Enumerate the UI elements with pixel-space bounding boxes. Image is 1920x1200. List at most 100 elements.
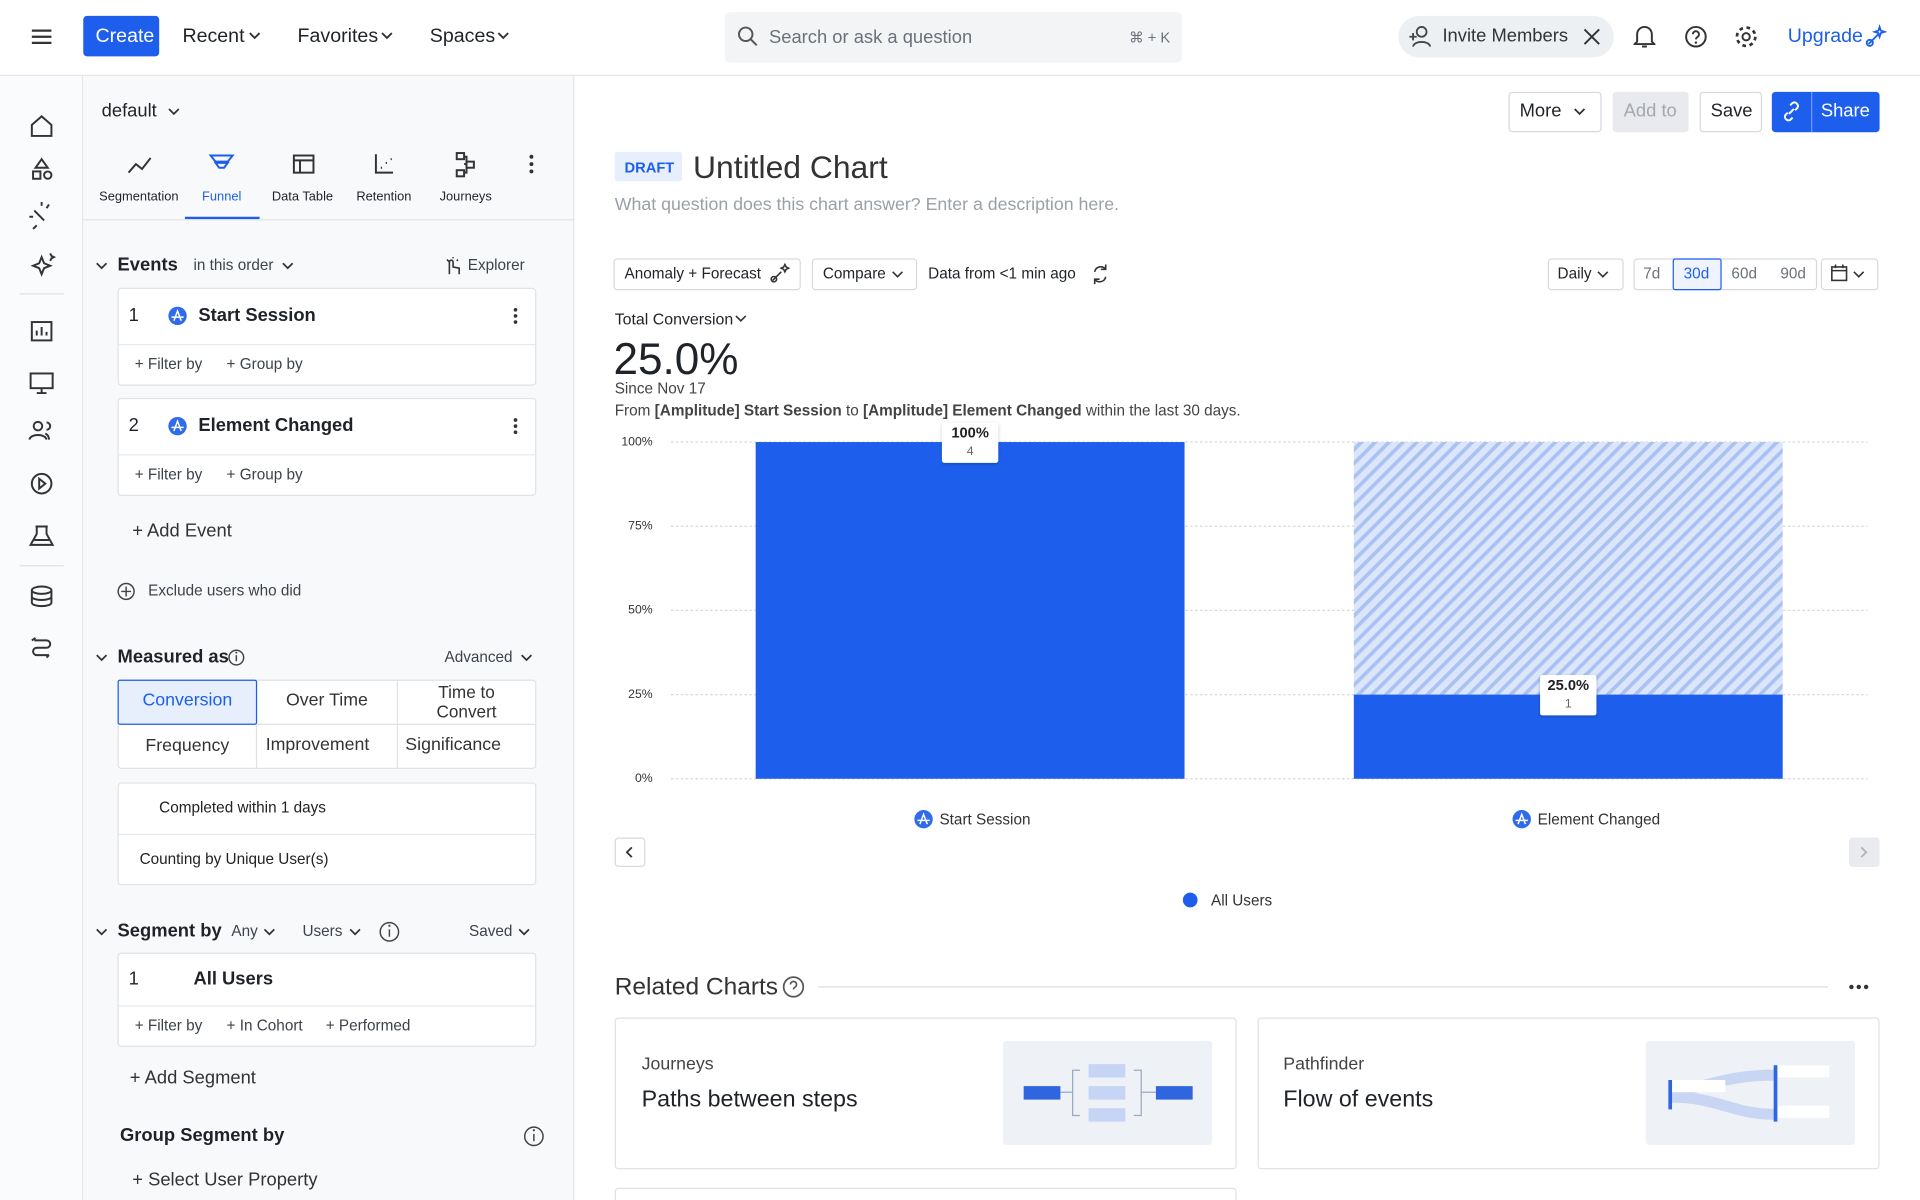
decor xyxy=(28,115,57,659)
add-to-button[interactable] xyxy=(1612,91,1689,133)
decor xyxy=(529,169,534,174)
decor xyxy=(1574,108,1586,116)
menu-icon[interactable] xyxy=(29,24,53,48)
prev-button[interactable] xyxy=(614,837,646,867)
menu-favorites[interactable]: Favorites xyxy=(297,26,379,48)
decor xyxy=(1856,984,1861,990)
decor xyxy=(513,307,518,312)
card-title: Flow of events xyxy=(1283,1086,1434,1113)
event-index: 1 xyxy=(128,304,139,326)
explorer-icon xyxy=(446,257,460,275)
segment-any[interactable]: Any xyxy=(231,922,258,940)
event-name[interactable]: Element Changed xyxy=(198,415,354,436)
decor xyxy=(292,154,315,174)
event-ref: [Amplitude] Element Changed xyxy=(863,402,1082,420)
decor xyxy=(96,262,294,270)
segment-filter[interactable]: + Filter by xyxy=(134,1016,203,1035)
add-segment[interactable]: + Add Segment xyxy=(129,1067,256,1089)
segment-performed[interactable]: + Performed xyxy=(325,1016,411,1035)
option-significance[interactable]: Significance xyxy=(405,735,502,755)
decor xyxy=(249,32,509,40)
rail-icons[interactable] xyxy=(0,76,83,688)
event-filter[interactable]: + Filter by xyxy=(134,465,203,484)
event-card xyxy=(117,397,537,496)
event-filter[interactable]: + Filter by xyxy=(134,355,203,373)
invite-close[interactable] xyxy=(1583,28,1600,45)
range-option[interactable]: 30d xyxy=(1683,265,1710,283)
events-heading: Events xyxy=(117,254,178,276)
search-box[interactable] xyxy=(724,12,1182,63)
decor xyxy=(1863,984,1869,990)
explorer-button[interactable]: Explorer xyxy=(467,256,525,274)
option-improvement[interactable]: Improvement xyxy=(265,735,370,755)
range-option[interactable]: 60d xyxy=(1731,265,1757,283)
segment-name[interactable]: All Users xyxy=(193,968,274,990)
range-option[interactable]: 7d xyxy=(1643,265,1661,283)
tab-data-table[interactable]: Data Table xyxy=(271,189,334,205)
decor xyxy=(228,649,245,666)
option-time-to-convert[interactable]: Time to Convert xyxy=(436,682,497,722)
exclude-users[interactable]: Exclude users who did xyxy=(148,582,302,600)
decor xyxy=(1415,26,1428,38)
next-button[interactable] xyxy=(1848,837,1880,867)
decor xyxy=(1409,33,1432,47)
decor xyxy=(31,29,52,44)
decor xyxy=(1060,1069,1156,1117)
decor xyxy=(532,1129,535,1132)
event-group[interactable]: + Group by xyxy=(226,355,303,373)
decor xyxy=(1783,101,1799,122)
events-order[interactable]: in this order xyxy=(193,256,274,274)
menu-recent[interactable]: Recent xyxy=(182,26,245,48)
chart-description[interactable]: What question does this chart answer? En… xyxy=(614,195,1120,215)
grid-line xyxy=(396,679,398,769)
more-button[interactable] xyxy=(1508,91,1602,133)
invite-label: Invite Members xyxy=(1442,25,1569,47)
range-option[interactable]: 90d xyxy=(1780,265,1806,283)
grid-line xyxy=(117,723,537,725)
save-button[interactable] xyxy=(1699,91,1763,133)
upgrade-link[interactable]: Upgrade xyxy=(1787,26,1863,48)
link-icon xyxy=(1783,101,1799,122)
tab-funnel[interactable]: Funnel xyxy=(202,189,242,205)
invite-pill[interactable] xyxy=(1398,15,1614,58)
decor xyxy=(32,420,44,432)
card-kind: Journeys xyxy=(641,1054,714,1075)
counting-by[interactable]: Counting by Unique User(s) xyxy=(139,850,329,868)
metric-selector[interactable]: Total Conversion xyxy=(614,310,734,329)
chart-title[interactable]: Untitled Chart xyxy=(693,148,888,186)
decor xyxy=(735,271,1865,322)
completed-within[interactable]: Completed within 1 days xyxy=(159,798,326,817)
segment-cohort[interactable]: + In Cohort xyxy=(226,1016,303,1035)
option-conversion[interactable]: Conversion xyxy=(142,690,233,711)
tab-retention[interactable]: Retention xyxy=(356,189,412,205)
settings-icon[interactable] xyxy=(1734,24,1758,48)
event-name[interactable]: Start Session xyxy=(198,304,316,326)
anomaly-button[interactable] xyxy=(613,258,801,291)
related-card[interactable] xyxy=(614,1187,1237,1200)
notifications-icon[interactable] xyxy=(1633,24,1656,48)
select-user-property[interactable]: + Select User Property xyxy=(132,1169,318,1191)
advanced-menu[interactable]: Advanced xyxy=(444,648,513,666)
tab-journeys[interactable]: Journeys xyxy=(439,189,492,205)
help-icon[interactable] xyxy=(1684,24,1708,48)
segment-users[interactable]: Users xyxy=(302,922,343,940)
decor xyxy=(1691,30,1700,40)
project-selector[interactable]: default xyxy=(101,100,157,122)
segment-saved[interactable]: Saved xyxy=(468,922,513,940)
calendar-button[interactable] xyxy=(1820,258,1879,291)
create-label: Create xyxy=(95,26,155,48)
option-over-time[interactable]: Over Time xyxy=(285,690,368,711)
tab-segmentation[interactable]: Segmentation xyxy=(99,189,179,205)
range-group xyxy=(1633,258,1818,291)
add-event[interactable]: + Add Event xyxy=(132,520,232,542)
create-button[interactable] xyxy=(83,15,160,57)
decor xyxy=(735,262,1865,322)
option-frequency[interactable]: Frequency xyxy=(145,736,230,756)
decor xyxy=(1023,1086,1061,1100)
search-shortcut: ⌘ + K xyxy=(1128,29,1171,47)
interval-select[interactable] xyxy=(1547,258,1624,291)
menu-spaces[interactable]: Spaces xyxy=(429,26,496,48)
event-group[interactable]: + Group by xyxy=(226,465,303,484)
